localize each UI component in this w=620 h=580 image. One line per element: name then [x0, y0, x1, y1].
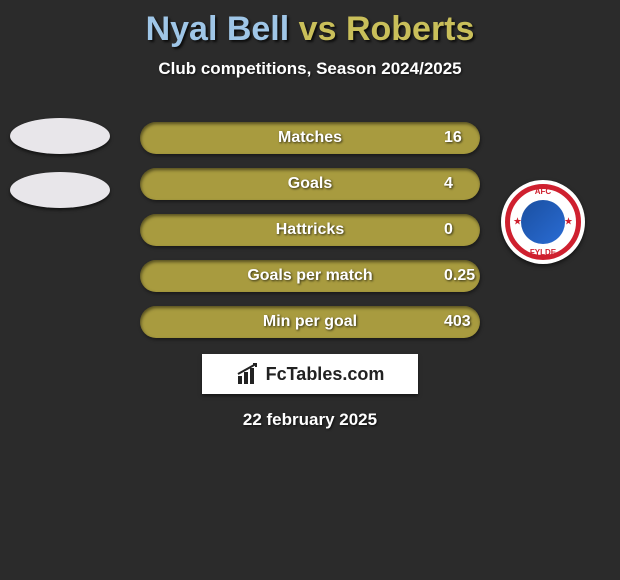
player1-name: Nyal Bell: [146, 10, 290, 48]
club-badge-bottom-text: FYLDE: [510, 248, 576, 257]
stat-bar-matches: Matches 16: [140, 122, 480, 154]
club-badge-top-text: AFC: [510, 187, 576, 196]
stat-value-right: 16: [444, 122, 462, 154]
bar-chart-icon: [236, 362, 260, 386]
brand-box: FcTables.com: [202, 354, 418, 394]
club-badge-inner: [521, 200, 565, 244]
stat-label: Min per goal: [140, 306, 480, 338]
stat-value-right: 403: [444, 306, 471, 338]
stat-value-right: 0: [444, 214, 453, 246]
stat-label: Hattricks: [140, 214, 480, 246]
star-icon: ★: [564, 217, 573, 228]
stat-value-right: 0.25: [444, 260, 475, 292]
stat-bars: Matches 16 Goals 4 Hattricks 0 Goals per…: [140, 122, 480, 352]
stat-bar-hattricks: Hattricks 0: [140, 214, 480, 246]
brand-text: FcTables.com: [266, 364, 385, 385]
star-icon: ★: [513, 217, 522, 228]
stat-label: Matches: [140, 122, 480, 154]
player2-name: Roberts: [346, 10, 474, 48]
stat-label: Goals: [140, 168, 480, 200]
stat-bar-goals: Goals 4: [140, 168, 480, 200]
page-title: Nyal Bell vs Roberts: [0, 0, 620, 49]
placeholder-badge: [10, 118, 110, 154]
stat-value-right: 4: [444, 168, 453, 200]
comparison-infographic: Nyal Bell vs Roberts Club competitions, …: [0, 0, 620, 580]
date-line: 22 february 2025: [0, 410, 620, 430]
stat-bar-goals-per-match: Goals per match 0.25: [140, 260, 480, 292]
stat-label: Goals per match: [140, 260, 480, 292]
club-badge: AFC FYLDE ★ ★: [501, 180, 585, 264]
placeholder-badge: [10, 172, 110, 208]
club-badge-ring: AFC FYLDE ★ ★: [505, 184, 581, 260]
vs-separator: vs: [299, 10, 337, 48]
subtitle: Club competitions, Season 2024/2025: [0, 59, 620, 79]
left-placeholder-badges: [10, 118, 110, 226]
stat-bar-min-per-goal: Min per goal 403: [140, 306, 480, 338]
